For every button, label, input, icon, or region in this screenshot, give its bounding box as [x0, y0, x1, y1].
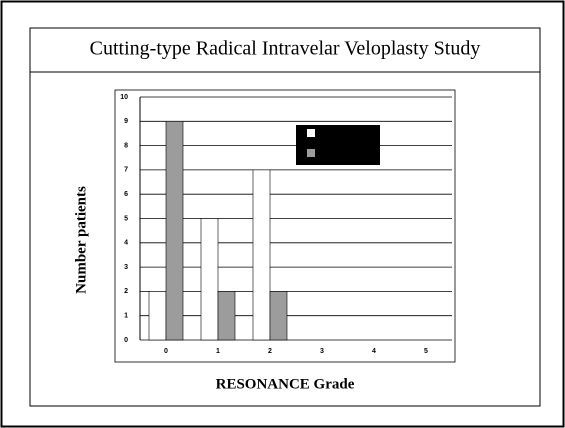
y-axis-label: Number patients	[73, 186, 89, 294]
y-tick-label: 0	[124, 337, 128, 344]
y-tick-label: 2	[124, 288, 128, 295]
bar	[148, 291, 167, 341]
y-tick-label: 7	[124, 167, 128, 174]
x-tick-label: 4	[372, 348, 376, 355]
legend-swatch	[307, 149, 315, 157]
bar	[252, 169, 271, 341]
chart-area-border	[114, 89, 456, 363]
y-tick-label: 10	[120, 94, 128, 101]
y-tick-label: 8	[124, 142, 128, 149]
y-tick-label: 5	[124, 215, 128, 222]
x-tick-label: 5	[424, 348, 428, 355]
y-tick-label: 9	[124, 118, 128, 125]
y-tick-label: 6	[124, 191, 128, 198]
bar	[200, 218, 219, 341]
x-tick-label: 1	[216, 348, 220, 355]
inner-panel	[29, 27, 541, 407]
bar	[217, 291, 236, 341]
chart-title: Cutting-type Radical Intravelar Veloplas…	[90, 38, 481, 60]
legend-swatch	[307, 129, 315, 137]
x-tick-label: 2	[268, 348, 272, 355]
bar	[269, 291, 288, 341]
y-tick-label: 3	[124, 264, 128, 271]
x-axis-label: RESONANCE Grade	[216, 376, 355, 392]
bar	[165, 121, 184, 341]
y-tick-label: 4	[124, 240, 128, 247]
x-tick-label: 3	[320, 348, 324, 355]
y-tick-label: 1	[124, 313, 128, 320]
x-tick-label: 0	[164, 348, 168, 355]
